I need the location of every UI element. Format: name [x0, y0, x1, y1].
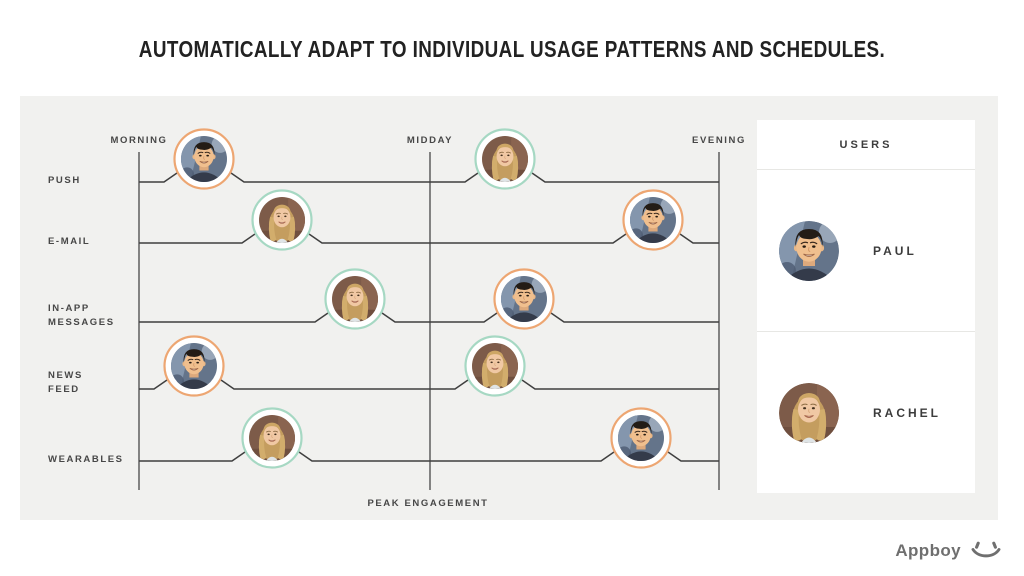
rachel-avatar	[779, 383, 839, 443]
channel-line-wearables	[139, 451, 719, 462]
channel-line-email	[139, 233, 719, 244]
user-name-label: PAUL	[873, 243, 917, 258]
avatar-rachel-inapp	[324, 268, 386, 330]
avatar-paul-wearables	[610, 407, 672, 469]
engagement-timeline-diagram: MORNING MIDDAY EVENING PUSH E-MAIL IN-APP MESS…	[48, 128, 746, 509]
paul-avatar	[779, 221, 839, 281]
appboy-logo: Appboy	[895, 541, 1002, 561]
users-panel-header: USERS	[757, 120, 975, 170]
channel-label-push: PUSH	[48, 175, 81, 186]
channel-label-inapp: IN-APP	[48, 303, 90, 314]
time-label-evening: EVENING	[692, 135, 746, 146]
slide-title: AUTOMATICALLY ADAPT TO INDIVIDUAL USAGE …	[138, 36, 886, 62]
avatar-rachel-email	[251, 189, 313, 251]
avatar-rachel-wearables	[241, 407, 303, 469]
avatar-paul-inapp	[493, 268, 555, 330]
channel-label-newsfeed: NEWS	[48, 370, 83, 381]
channel-line-inapp	[139, 312, 719, 323]
channel-line-push	[139, 172, 719, 183]
timeline-panel: MORNING MIDDAY EVENING PUSH E-MAIL IN-APP MESS…	[20, 96, 998, 520]
avatar-rachel-push	[474, 128, 536, 190]
users-list: PAUL RACHEL	[757, 170, 975, 493]
avatar-paul-email	[622, 189, 684, 251]
user-name-label: RACHEL	[873, 405, 941, 420]
channel-label-inapp: MESSAGES	[48, 317, 115, 328]
avatar-paul-newsfeed	[163, 335, 225, 397]
avatar-rachel-newsfeed	[464, 335, 526, 397]
user-list-item-paul: PAUL	[757, 170, 975, 332]
avatar-paul-push	[173, 128, 235, 190]
time-label-morning: MORNING	[110, 135, 167, 146]
users-panel: USERS PAUL RACHEL	[757, 120, 975, 493]
channel-label-email: E-MAIL	[48, 236, 90, 247]
channel-label-newsfeed: FEED	[48, 384, 80, 395]
channel-line-newsfeed	[139, 379, 719, 390]
time-label-midday: MIDDAY	[407, 135, 453, 146]
user-list-item-rachel: RACHEL	[757, 332, 975, 493]
smiley-icon	[971, 541, 1001, 558]
peak-engagement-label: PEAK ENGAGEMENT	[367, 498, 488, 509]
appboy-logo-text: Appboy	[895, 541, 961, 560]
channel-label-wearables: WEARABLES	[48, 454, 124, 465]
